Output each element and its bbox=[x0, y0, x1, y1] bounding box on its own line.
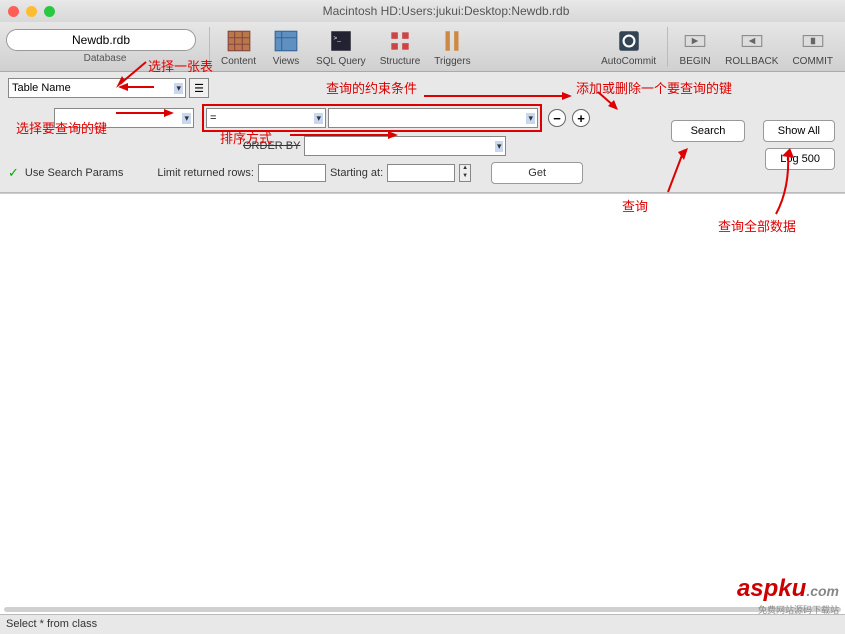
log-button[interactable]: Log 500 bbox=[765, 148, 835, 170]
minimize-icon[interactable] bbox=[26, 6, 37, 17]
commit-button[interactable]: COMMIT bbox=[786, 26, 839, 67]
begin-icon bbox=[679, 26, 711, 56]
limit-label: Limit returned rows: bbox=[157, 167, 254, 179]
sqlquery-button[interactable]: >_ SQL Query bbox=[310, 26, 372, 67]
titlebar: Macintosh HD:Users:jukui:Desktop:Newdb.r… bbox=[0, 0, 845, 22]
get-button[interactable]: Get bbox=[491, 162, 583, 184]
key-combo[interactable] bbox=[54, 108, 194, 128]
starting-input[interactable] bbox=[387, 164, 455, 182]
orderby-label: ORDER BY bbox=[243, 140, 300, 152]
structure-icon bbox=[384, 26, 416, 56]
window-title: Macintosh HD:Users:jukui:Desktop:Newdb.r… bbox=[55, 4, 837, 18]
autocommit-button[interactable]: AutoCommit bbox=[595, 26, 662, 67]
commit-icon bbox=[797, 26, 829, 56]
remove-key-button[interactable]: − bbox=[548, 109, 566, 127]
showall-button[interactable]: Show All bbox=[763, 120, 835, 142]
views-icon bbox=[270, 26, 302, 56]
rollback-button[interactable]: ROLLBACK bbox=[719, 26, 784, 67]
value-combo[interactable] bbox=[328, 108, 538, 128]
window-controls bbox=[8, 6, 55, 17]
views-button[interactable]: Views bbox=[264, 26, 308, 67]
result-area bbox=[0, 193, 845, 593]
database-label: Database bbox=[84, 53, 127, 64]
begin-button[interactable]: BEGIN bbox=[673, 26, 717, 67]
operator-combo[interactable]: = bbox=[206, 108, 326, 128]
content-icon bbox=[223, 26, 255, 56]
starting-label: Starting at: bbox=[330, 167, 383, 179]
table-list-button[interactable]: ☰ bbox=[189, 78, 209, 98]
check-icon: ✓ bbox=[8, 165, 19, 181]
maximize-icon[interactable] bbox=[44, 6, 55, 17]
table-name-combo[interactable]: Table Name bbox=[8, 78, 186, 98]
database-name: Newdb.rdb bbox=[72, 33, 130, 47]
structure-button[interactable]: Structure bbox=[374, 26, 427, 67]
add-key-button[interactable]: + bbox=[572, 109, 590, 127]
search-button[interactable]: Search bbox=[671, 120, 745, 142]
rollback-icon bbox=[736, 26, 768, 56]
close-icon[interactable] bbox=[8, 6, 19, 17]
autocommit-icon bbox=[613, 26, 645, 56]
svg-text:>_: >_ bbox=[333, 35, 341, 42]
sqlquery-icon: >_ bbox=[325, 26, 357, 56]
limit-input[interactable] bbox=[258, 164, 326, 182]
constraint-box: = bbox=[202, 104, 542, 132]
triggers-icon bbox=[436, 26, 468, 56]
h-scrollbar[interactable] bbox=[4, 607, 841, 612]
starting-stepper[interactable]: ▲▼ bbox=[459, 164, 471, 182]
toolbar: Newdb.rdb Database Content Views >_ SQL … bbox=[0, 22, 845, 72]
orderby-combo[interactable] bbox=[304, 136, 506, 156]
list-icon: ☰ bbox=[194, 82, 204, 95]
database-selector[interactable]: Newdb.rdb bbox=[6, 29, 196, 51]
status-bar: Select * from class bbox=[0, 614, 845, 634]
triggers-button[interactable]: Triggers bbox=[428, 26, 476, 67]
content-button[interactable]: Content bbox=[215, 26, 262, 67]
query-panel: Table Name ☰ = − + ORDER BY ✓ Use Search… bbox=[0, 72, 845, 193]
watermark: aspku.com 免费网站源码下载站 bbox=[737, 575, 839, 616]
use-search-params-label[interactable]: Use Search Params bbox=[25, 167, 123, 179]
